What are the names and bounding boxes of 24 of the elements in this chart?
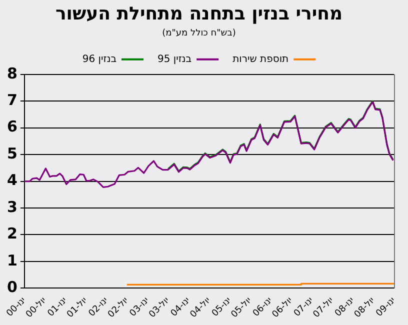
x-tick-label: יול-07 [312,296,336,320]
x-tick-label: יול-00 [24,296,49,320]
chart-title: מחירי בנזין בתחנה מתחילת העשור [55,3,343,24]
x-tick-label: יול-04 [188,296,213,320]
y-tick-label: 4 [7,171,18,190]
y-tick-label: 8 [7,64,18,82]
y-tick-label: 3 [7,198,18,216]
y-tick-label: 0 [7,278,18,296]
legend-label: בנזין 96 [82,54,117,65]
y-tick-label: 7 [7,91,18,110]
x-tick-label: יול-01 [65,296,90,320]
x-tick-label: יול-08 [352,296,378,320]
legend-label: תוספת שירות [232,54,289,65]
x-tick-label: יול-06 [270,296,295,320]
legend-label: בנזין 95 [157,54,192,65]
chart-subtitle: (בש"ח כולל מע"מ) [162,28,236,38]
x-tick-label: יול-02 [106,296,131,320]
x-tick-label: יול-05 [230,296,254,320]
x-tick-label: יול-03 [148,296,172,320]
y-tick-label: 5 [7,144,18,162]
y-tick-label: 1 [7,251,18,270]
y-tick-label: 6 [7,118,18,136]
y-tick-label: 2 [7,224,18,243]
x-tick-label: ינו-09 [374,296,398,319]
